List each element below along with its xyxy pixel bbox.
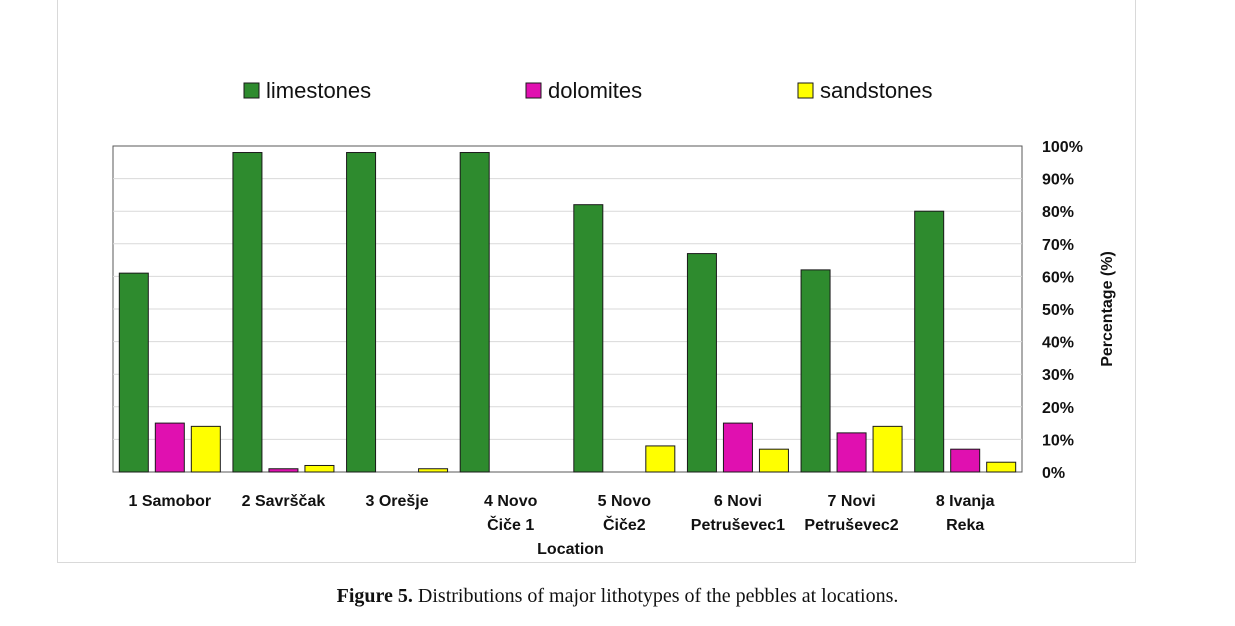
- y-tick-label: 70%: [1042, 237, 1074, 254]
- bar-sandstones: [758, 448, 789, 473]
- x-tick-label: 8 Ivanja: [936, 493, 995, 510]
- bar-dolomites: [722, 422, 753, 473]
- bar-dolomites: [836, 432, 867, 473]
- y-tick-label: 90%: [1042, 172, 1074, 189]
- legend-label-limestones: limestones: [266, 78, 371, 103]
- y-tick-label: 0%: [1042, 465, 1065, 482]
- bar-limestones: [118, 272, 149, 473]
- x-tick-label: Čiče 1: [487, 515, 534, 534]
- y-tick-label: 20%: [1042, 400, 1074, 417]
- bar-sandstones: [986, 461, 1017, 473]
- x-tick-label: Reka: [946, 517, 984, 534]
- y-tick-label: 80%: [1042, 204, 1074, 221]
- bar-sandstones: [418, 468, 449, 473]
- y-tick-label: 100%: [1042, 139, 1083, 156]
- x-tick-label: 5 Novo: [598, 493, 652, 510]
- legend-swatch-limestones: [243, 82, 260, 99]
- bar-limestones: [573, 204, 604, 473]
- y-tick-label: 50%: [1042, 302, 1074, 319]
- bar-sandstones: [645, 445, 676, 473]
- x-tick-label: 3 Orešje: [365, 493, 428, 510]
- x-tick-label: 4 Novo: [484, 493, 538, 510]
- y-tick-label: 60%: [1042, 269, 1074, 286]
- x-tick-label: Petruševec2: [804, 517, 898, 534]
- bar-limestones: [232, 152, 263, 473]
- legend-swatch-dolomites: [525, 82, 542, 99]
- bar-dolomites: [268, 468, 299, 473]
- bar-limestones: [800, 269, 831, 473]
- x-tick-label: 7 Novi: [828, 493, 876, 510]
- legend-label-dolomites: dolomites: [548, 78, 642, 103]
- bar-dolomites: [950, 448, 981, 473]
- bar-sandstones: [304, 464, 335, 473]
- bar-limestones: [459, 152, 490, 473]
- figure-caption: Figure 5. Distributions of major lithoty…: [0, 585, 1235, 608]
- legend-swatch-sandstones: [797, 82, 814, 99]
- caption-label: Figure 5.: [336, 585, 413, 607]
- bar-limestones: [686, 253, 717, 473]
- bar-limestones: [346, 152, 377, 473]
- x-tick-label: Petruševec1: [691, 517, 785, 534]
- x-tick-label: Čiče2: [603, 515, 646, 534]
- y-tick-label: 30%: [1042, 367, 1074, 384]
- x-tick-label: 6 Novi: [714, 493, 762, 510]
- y-tick-label: 10%: [1042, 432, 1074, 449]
- x-tick-label: 1 Samobor: [128, 493, 211, 510]
- legend-label-sandstones: sandstones: [820, 78, 933, 103]
- y-axis-title: Percentage (%): [1099, 251, 1116, 367]
- bar-sandstones: [872, 425, 903, 473]
- x-axis-title: Location: [537, 541, 604, 558]
- y-tick-label: 40%: [1042, 335, 1074, 352]
- bar-dolomites: [154, 422, 185, 473]
- x-tick-label: 2 Savrščak: [242, 493, 326, 510]
- bar-limestones: [914, 210, 945, 473]
- bar-chart: 0% 10% 20% 30% 40% 50% 60% 70% 80% 90% 100% Percent…: [112, 78, 1116, 558]
- caption-text: Distributions of major lithotypes of the…: [412, 585, 899, 607]
- bar-sandstones: [190, 425, 221, 473]
